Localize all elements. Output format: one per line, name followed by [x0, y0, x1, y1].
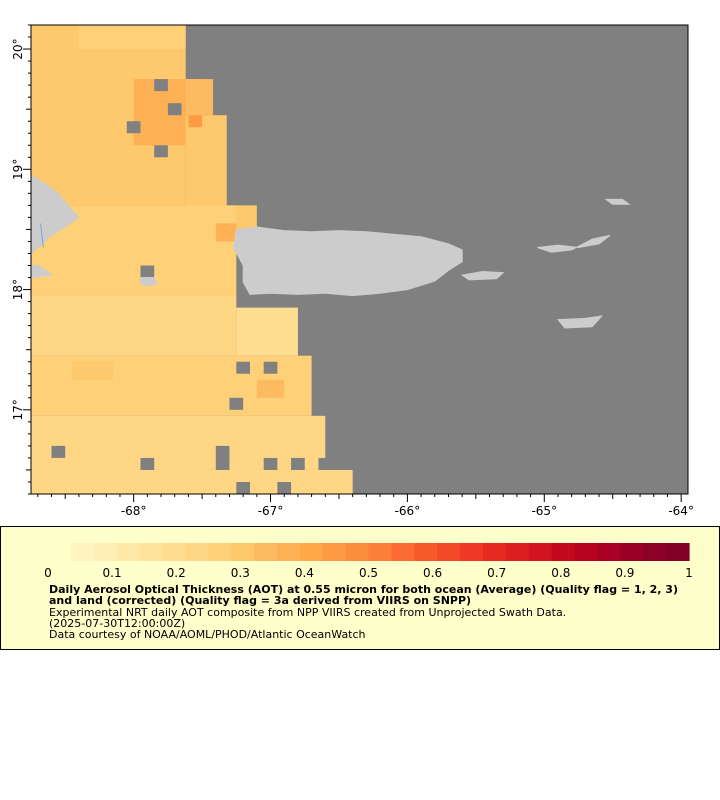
- aot-cell: [188, 115, 203, 128]
- aot-cell: [78, 25, 186, 50]
- colorbar-swatch: [574, 543, 599, 561]
- colorbar-swatch: [70, 543, 95, 561]
- map-frame: [30, 24, 689, 495]
- aot-cell: [185, 79, 214, 116]
- map-panel: -68° -67° -66° -65° -64° 17° 18° 19° 20°: [11, 24, 694, 518]
- colorbar-swatch: [460, 543, 484, 561]
- no-data-cell: [263, 361, 278, 374]
- colorbar-swatch: [48, 543, 72, 561]
- land-vieques: [460, 270, 505, 281]
- colorbar-tick-label: 0: [44, 566, 52, 580]
- colorbar-swatch: [208, 543, 232, 561]
- colorbar-swatch: [276, 543, 301, 561]
- no-data-cell: [236, 361, 250, 374]
- no-data-cell: [263, 457, 278, 470]
- no-data-cell: [51, 445, 66, 458]
- aot-colorbar: 0 0.1 0.2 0.3 0.4 0.5 0.6 0.7 0.8 0.9 1: [44, 543, 693, 580]
- colorbar-swatch: [254, 543, 278, 561]
- aot-cell: [31, 469, 353, 494]
- no-data-cell: [154, 79, 168, 92]
- colorbar-tick-label: 0.6: [423, 566, 442, 580]
- caption-credit: Data courtesy of NOAA/AOML/PHOD/Atlantic…: [49, 628, 366, 641]
- colorbar-tick-label: 0.9: [615, 566, 634, 580]
- river-line: [40, 223, 44, 248]
- y-tick-label: 18°: [11, 279, 25, 300]
- x-tick-label: -68°: [121, 504, 147, 518]
- land-tortola: [604, 198, 631, 205]
- no-data-cell: [236, 481, 250, 494]
- aot-map: -68° -67° -66° -65° -64° 17° 18° 19° 20°: [11, 24, 694, 518]
- no-data-cell: [140, 457, 155, 470]
- no-data-cell: [167, 103, 182, 116]
- colorbar-tick-label: 0.7: [487, 566, 506, 580]
- colorbar-tick-label: 0.5: [359, 566, 378, 580]
- colorbar-swatch: [666, 543, 690, 561]
- no-data-cell: [318, 457, 333, 470]
- aot-cell: [31, 415, 326, 470]
- colorbar-swatch: [391, 543, 415, 561]
- caption-description: Experimental NRT daily AOT composite fro…: [49, 606, 567, 619]
- colorbar-tick-label: 0.2: [167, 566, 186, 580]
- no-data-cell: [154, 145, 168, 158]
- colorbar-tick-label: 0.3: [231, 566, 250, 580]
- no-data-cell: [215, 445, 230, 470]
- aot-cell: [31, 295, 237, 356]
- colorbar-swatch: [528, 543, 553, 561]
- colorbar-swatch: [162, 543, 186, 561]
- colorbar-swatch: [139, 543, 164, 561]
- aot-cell: [215, 223, 237, 242]
- colorbar-swatch: [299, 543, 324, 561]
- no-data-cell: [277, 481, 292, 494]
- colorbar-swatch: [116, 543, 141, 561]
- colorbar-tick-label: 1: [685, 566, 693, 580]
- colorbar-swatch: [345, 543, 370, 561]
- x-tick-label: -66°: [395, 504, 421, 518]
- y-tick-label: 17°: [11, 399, 25, 420]
- land-hispaniola: [30, 174, 80, 255]
- colorbar-swatch: [482, 543, 507, 561]
- colorbar-swatch: [322, 543, 347, 561]
- colorbar-swatch: [643, 543, 667, 561]
- colorbar-swatch: [414, 543, 438, 561]
- colorbar-swatch: [93, 543, 118, 561]
- y-tick-label: 20°: [11, 38, 25, 59]
- legend-panel: 0 0.1 0.2 0.3 0.4 0.5 0.6 0.7 0.8 0.9 1 Daily Aero…: [0, 526, 720, 650]
- colorbar-swatch: [620, 543, 644, 561]
- colorbar-tick-label: 0.4: [295, 566, 314, 580]
- y-tick-label: 19°: [11, 159, 25, 180]
- colorbar-swatch: [231, 543, 255, 561]
- land-puerto-rico: [233, 226, 463, 297]
- colorbar-tick-label: 0.8: [551, 566, 570, 580]
- colorbar-swatch: [551, 543, 576, 561]
- land-mona-island: [140, 277, 158, 287]
- colorbar-swatch: [185, 543, 209, 561]
- colorbar-swatch: [505, 543, 530, 561]
- x-tick-label: -65°: [531, 504, 557, 518]
- x-tick-label: -64°: [668, 504, 694, 518]
- aot-cell: [236, 307, 298, 356]
- colorbar-swatch: [368, 543, 392, 561]
- colorbar-tick-label: 0.1: [103, 566, 122, 580]
- aot-cell: [72, 361, 114, 380]
- land-culebra-st-thomas: [537, 234, 611, 253]
- colorbar-swatch: [437, 543, 461, 561]
- caption-title: Daily Aerosol Optical Thickness (AOT) at…: [49, 583, 678, 607]
- no-data-cell: [229, 397, 244, 410]
- land-st-croix: [556, 315, 604, 329]
- colorbar-swatch: [597, 543, 621, 561]
- caption-timestamp: (2025-07-30T12:00:00Z): [49, 617, 186, 630]
- x-tick-label: -67°: [258, 504, 284, 518]
- no-data-cell: [291, 457, 305, 470]
- no-data-cell: [140, 265, 155, 278]
- no-data-cell: [126, 121, 141, 134]
- aot-cell: [256, 379, 285, 398]
